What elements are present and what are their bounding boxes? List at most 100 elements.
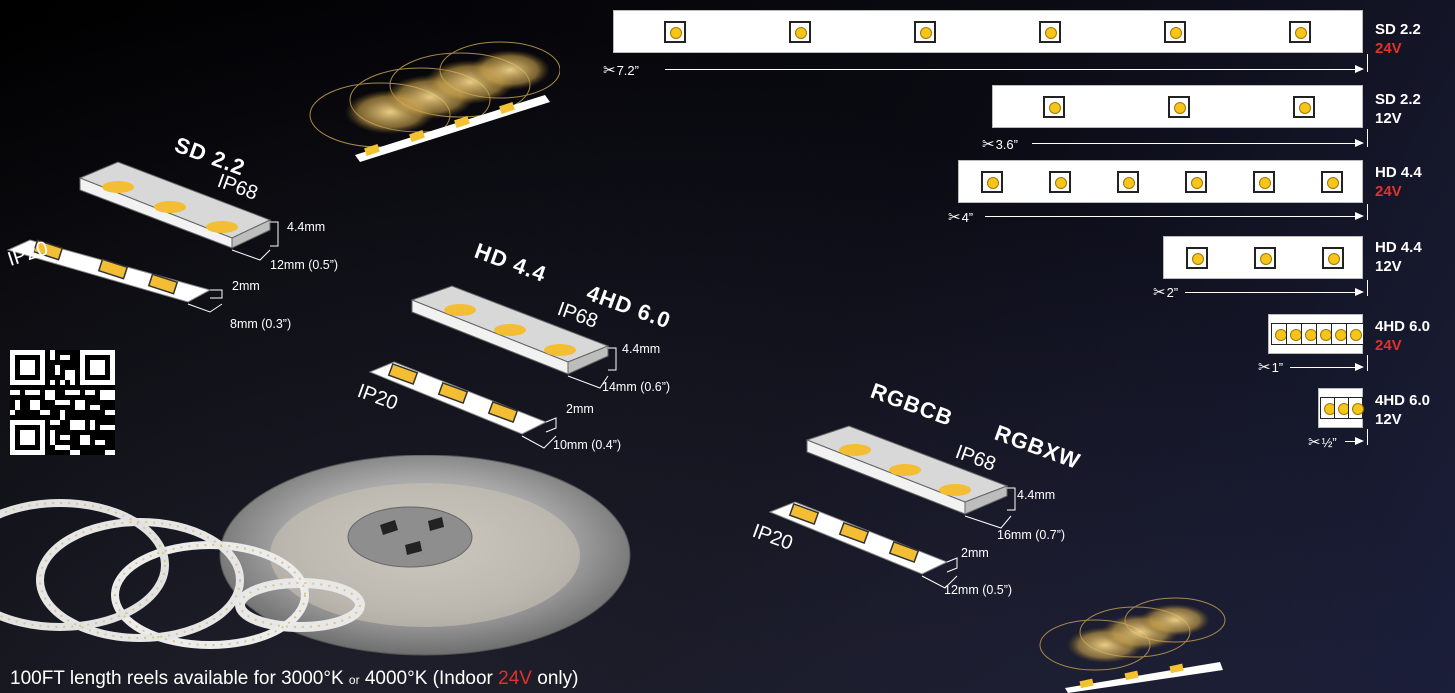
cut-length-label: ✂3.6”: [982, 135, 1018, 153]
model-name: HD 4.4: [1375, 164, 1422, 181]
dimension-arrow: [1032, 139, 1364, 147]
model-name: 4HD 6.0: [1375, 318, 1431, 335]
cut-length: 7.2”: [616, 63, 639, 78]
footer-text-part1: 100FT length reels available for 3000°K: [10, 668, 344, 689]
led-chip: [1039, 21, 1061, 43]
width-ip20: 10mm (0.4”): [553, 438, 622, 452]
dimension-tick: [1367, 280, 1368, 296]
dimension-tick: [1367, 429, 1368, 445]
led-chip: [1293, 96, 1315, 118]
led-chip: [1164, 21, 1186, 43]
led-chip: [1043, 96, 1065, 118]
voltage-label: 24V: [1375, 40, 1402, 57]
model-label: HD 4.4 24V: [1375, 163, 1422, 201]
cut-length-label: ✂2”: [1153, 283, 1178, 301]
cut-length: 2”: [1166, 285, 1179, 300]
led-chip: [1322, 247, 1344, 269]
dimension-arrow: [1290, 363, 1364, 371]
led-strip: [1163, 236, 1363, 279]
cut-length: 4”: [961, 210, 974, 225]
height-ip20: 2mm: [232, 279, 260, 293]
width-ip68: 14mm (0.6”): [602, 380, 671, 394]
led-chip: [981, 171, 1003, 193]
dimension-arrow: [665, 65, 1364, 73]
led-strip: [958, 160, 1363, 203]
led-chip: [1301, 323, 1319, 345]
dimension-tick: [1367, 54, 1368, 72]
dimension-tick: [1367, 204, 1368, 220]
hd-profile-diagram: [368, 285, 617, 449]
voltage-label: 12V: [1375, 110, 1402, 127]
scissor-icon: ✂: [1153, 283, 1166, 301]
led-strip: [1318, 388, 1364, 428]
dimension-tick: [1367, 355, 1368, 371]
model-label: SD 2.2 12V: [1375, 90, 1421, 128]
footer-note: 100FT length reels available for 3000°K …: [10, 668, 578, 690]
led-chip: [1320, 397, 1336, 419]
led-strip: [992, 85, 1363, 128]
cut-length-label: ✂½”: [1308, 433, 1337, 451]
model-label: 4HD 6.0 12V: [1375, 391, 1430, 429]
model-name: 4HD 6.0: [1375, 392, 1431, 409]
model-label: 4HD 6.0 24V: [1375, 317, 1430, 355]
cut-length: 3.6”: [995, 137, 1018, 152]
glow-strip-illustration-bottom: [1039, 597, 1226, 693]
cut-length: 1”: [1271, 360, 1284, 375]
scissor-icon: ✂: [1258, 358, 1271, 376]
scissor-icon: ✂: [603, 61, 616, 79]
model-label: HD 4.4 12V: [1375, 238, 1422, 276]
led-chip: [1186, 247, 1208, 269]
height-ip20: 2mm: [566, 402, 594, 416]
model-name: SD 2.2: [1375, 21, 1421, 38]
scissor-icon: ✂: [982, 135, 995, 153]
led-chip: [1185, 171, 1207, 193]
cut-length-label: ✂1”: [1258, 358, 1283, 376]
width-ip68: 16mm (0.7”): [997, 528, 1066, 542]
led-chip: [1117, 171, 1139, 193]
scissor-icon: ✂: [1308, 433, 1321, 451]
model-label: SD 2.2 24V: [1375, 20, 1421, 58]
led-chip: [1321, 171, 1343, 193]
led-chip: [1168, 96, 1190, 118]
rgb-profile-diagram: [768, 425, 1016, 589]
led-chip: [1254, 247, 1276, 269]
led-chip: [1331, 323, 1349, 345]
footer-text-part3: only): [537, 668, 579, 689]
led-strip: [613, 10, 1363, 53]
qr-code-icon: [10, 350, 115, 455]
footer-voltage: 24V: [498, 668, 532, 689]
led-chip: [1334, 397, 1350, 419]
height-ip68: 4.4mm: [1017, 488, 1056, 502]
cut-length-label: ✂4”: [948, 208, 973, 226]
model-name: SD 2.2: [1375, 91, 1421, 108]
sd-profile-diagram: [6, 161, 279, 313]
dimension-arrow: [985, 212, 1364, 220]
height-ip68: 4.4mm: [622, 342, 661, 356]
width-ip20: 12mm (0.5”): [944, 583, 1013, 597]
height-ip20: 2mm: [961, 546, 989, 560]
voltage-label: 12V: [1375, 411, 1402, 428]
led-chip: [1253, 171, 1275, 193]
reel-image: [0, 455, 631, 656]
width-ip68: 12mm (0.5”): [270, 258, 339, 272]
width-ip20: 8mm (0.3”): [230, 317, 292, 331]
model-name: HD 4.4: [1375, 239, 1422, 256]
cut-length-label: ✂7.2”: [603, 61, 639, 79]
height-ip68: 4.4mm: [287, 220, 326, 234]
led-chip: [1348, 397, 1364, 419]
scissor-icon: ✂: [948, 208, 961, 226]
footer-text-part2: 4000°K (Indoor: [364, 668, 493, 689]
led-chip: [789, 21, 811, 43]
glow-strip-illustration-top: [309, 41, 560, 162]
cut-length: ½”: [1321, 435, 1337, 450]
voltage-label: 24V: [1375, 337, 1402, 354]
voltage-label: 12V: [1375, 258, 1402, 275]
led-chip: [1346, 323, 1364, 345]
footer-or: or: [348, 673, 360, 687]
dimension-tick: [1367, 129, 1368, 147]
led-chip: [1049, 171, 1071, 193]
led-strip: [1268, 314, 1364, 354]
led-chip: [914, 21, 936, 43]
led-chip: [1289, 21, 1311, 43]
dimension-arrow: [1345, 437, 1364, 445]
